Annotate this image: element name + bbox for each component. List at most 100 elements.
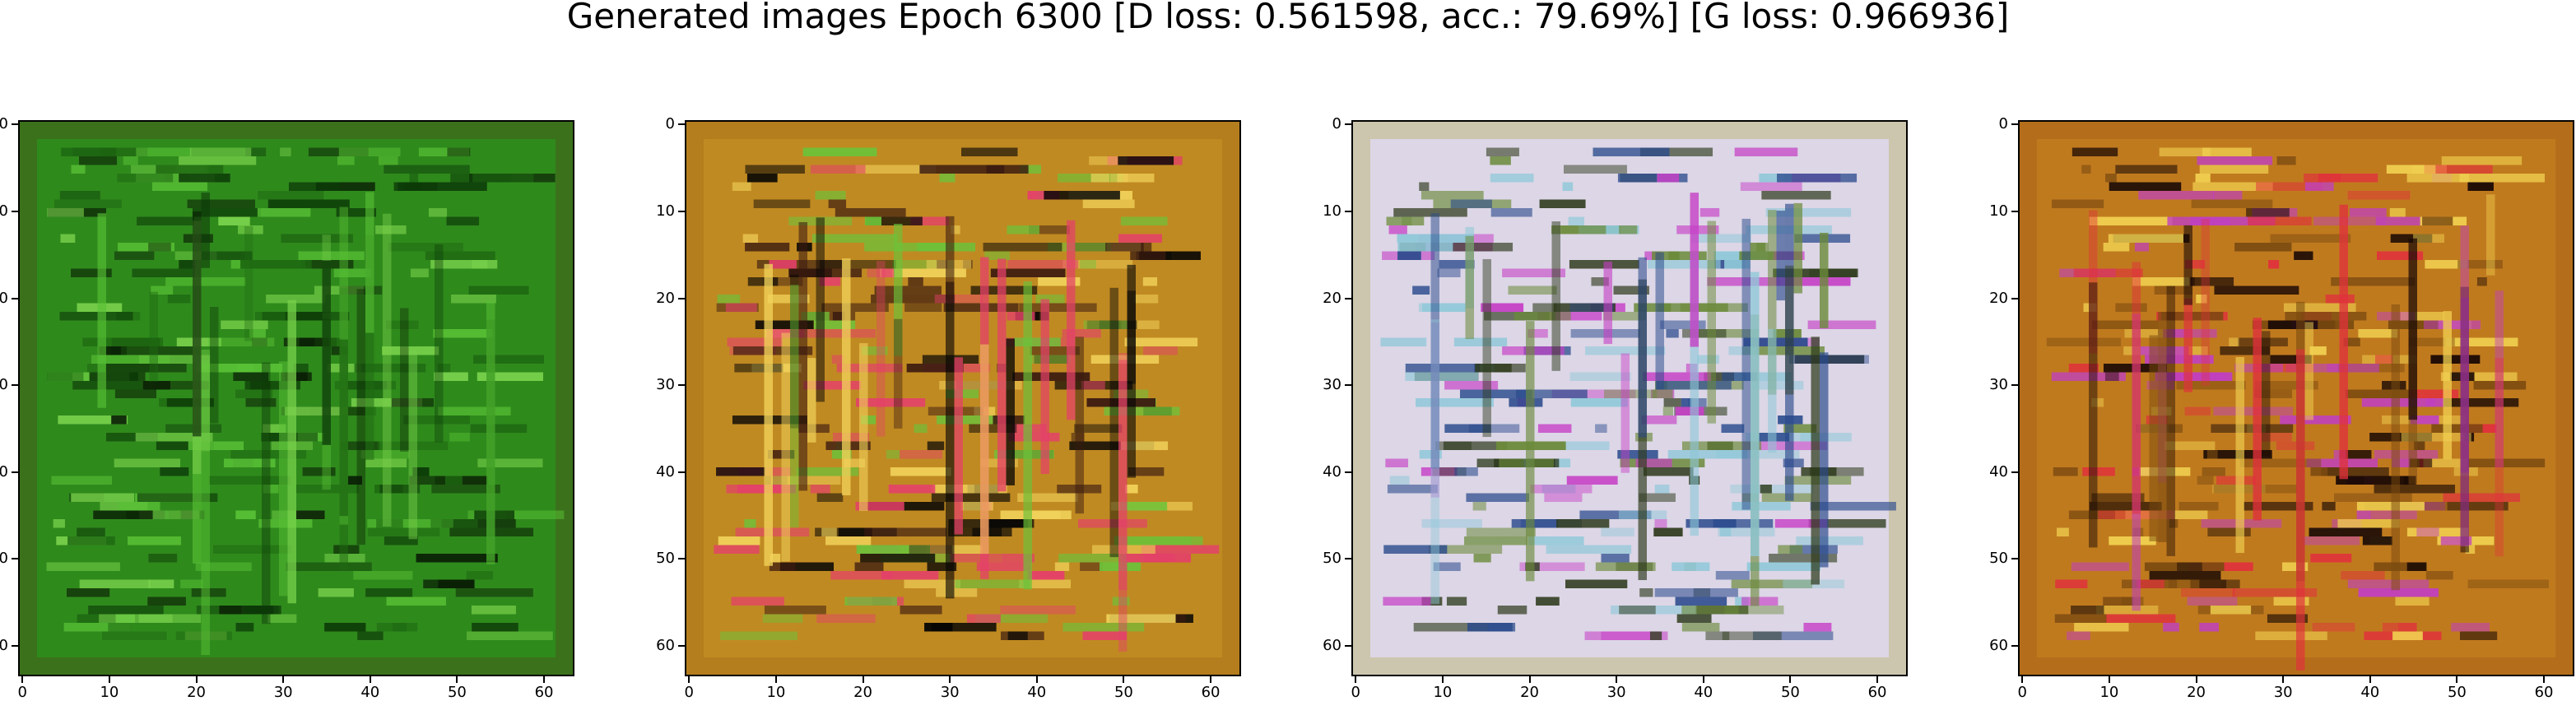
x-tick-label: 50 bbox=[1780, 684, 1800, 701]
y-tick-label: 50 bbox=[1989, 550, 2008, 568]
x-tick-label: 40 bbox=[360, 684, 380, 701]
y-tick-mark bbox=[12, 123, 18, 126]
y-tick-label: 30 bbox=[1989, 376, 2008, 394]
image-panel-1: 0 0 10 10 20 20 30 30 40 40 50 50 60 60 bbox=[0, 116, 574, 701]
y-tick-mark bbox=[2011, 210, 2018, 212]
y-tick-label: 60 bbox=[656, 637, 675, 655]
y-tick-mark bbox=[678, 471, 685, 473]
y-tick-label: 60 bbox=[0, 637, 8, 655]
x-tick-label: 20 bbox=[2187, 684, 2206, 701]
x-tick-label: 60 bbox=[1201, 684, 1221, 701]
image-canvas-3 bbox=[1353, 122, 1906, 675]
y-tick-label: 60 bbox=[1323, 637, 1341, 655]
y-tick-label: 10 bbox=[656, 202, 675, 220]
x-tick-mark bbox=[774, 676, 777, 683]
x-tick-mark bbox=[1355, 676, 1357, 683]
y-tick-label: 40 bbox=[1323, 462, 1341, 480]
x-tick-label: 30 bbox=[2273, 684, 2293, 701]
x-tick-mark bbox=[2108, 676, 2110, 683]
x-tick-label: 30 bbox=[273, 684, 293, 701]
x-tick-mark bbox=[2282, 676, 2285, 683]
x-tick-mark bbox=[108, 676, 110, 683]
x-tick-label: 40 bbox=[1027, 684, 1047, 701]
y-tick-label: 30 bbox=[1323, 376, 1341, 394]
x-tick-label: 0 bbox=[1351, 684, 1360, 701]
generated-image-4 bbox=[2018, 120, 2574, 676]
x-tick-label: 50 bbox=[1114, 684, 1133, 701]
x-tick-label: 10 bbox=[100, 684, 119, 701]
y-tick-label: 10 bbox=[1989, 202, 2008, 220]
y-tick-mark bbox=[12, 558, 18, 560]
y-tick-mark bbox=[678, 210, 685, 212]
y-tick-mark bbox=[2011, 558, 2018, 560]
x-tick-label: 20 bbox=[187, 684, 206, 701]
x-tick-label: 40 bbox=[1694, 684, 1713, 701]
x-tick-mark bbox=[2456, 676, 2458, 683]
y-tick-label: 30 bbox=[656, 376, 675, 394]
y-tick-mark bbox=[12, 297, 18, 299]
y-tick-label: 60 bbox=[1989, 637, 2008, 655]
generated-image-3 bbox=[1351, 120, 1908, 676]
x-tick-mark bbox=[1876, 676, 1879, 683]
x-tick-label: 20 bbox=[1520, 684, 1539, 701]
y-tick-label: 0 bbox=[1332, 115, 1341, 133]
y-tick-mark bbox=[2011, 297, 2018, 299]
y-tick-label: 50 bbox=[0, 550, 8, 568]
y-tick-mark bbox=[678, 558, 685, 560]
y-tick-mark bbox=[678, 645, 685, 648]
x-tick-mark bbox=[369, 676, 371, 683]
y-tick-mark bbox=[12, 210, 18, 212]
y-tick-mark bbox=[2011, 471, 2018, 473]
image-panel-3: 0 0 10 10 20 20 30 30 40 40 50 50 60 60 bbox=[1323, 116, 1908, 701]
y-tick-label: 0 bbox=[0, 115, 8, 133]
y-tick-label: 50 bbox=[1323, 550, 1341, 568]
x-tick-mark bbox=[543, 676, 546, 683]
x-tick-label: 40 bbox=[2360, 684, 2380, 701]
x-tick-mark bbox=[2369, 676, 2371, 683]
image-canvas-2 bbox=[686, 122, 1239, 675]
y-tick-mark bbox=[1345, 297, 1351, 299]
x-tick-label: 10 bbox=[2099, 684, 2119, 701]
image-canvas-1 bbox=[20, 122, 573, 675]
y-tick-label: 50 bbox=[656, 550, 675, 568]
x-tick-mark bbox=[1123, 676, 1125, 683]
y-tick-label: 40 bbox=[656, 462, 675, 480]
y-tick-mark bbox=[1345, 558, 1351, 560]
y-tick-label: 40 bbox=[0, 462, 8, 480]
y-tick-mark bbox=[1345, 645, 1351, 648]
y-tick-mark bbox=[12, 384, 18, 387]
y-tick-label: 10 bbox=[0, 202, 8, 220]
y-tick-label: 30 bbox=[0, 376, 8, 394]
figure-title: Generated images Epoch 6300 [D loss: 0.5… bbox=[566, 0, 2010, 36]
y-tick-label: 20 bbox=[656, 289, 675, 307]
x-tick-mark bbox=[949, 676, 951, 683]
x-tick-label: 60 bbox=[2534, 684, 2554, 701]
x-tick-label: 0 bbox=[17, 684, 27, 701]
x-tick-label: 0 bbox=[684, 684, 694, 701]
y-tick-label: 20 bbox=[1323, 289, 1341, 307]
image-panel-4: 0 0 10 10 20 20 30 30 40 40 50 50 60 60 bbox=[1989, 116, 2574, 701]
x-tick-label: 30 bbox=[940, 684, 960, 701]
y-tick-mark bbox=[2011, 123, 2018, 126]
y-tick-label: 0 bbox=[1998, 115, 2008, 133]
y-tick-label: 20 bbox=[1989, 289, 2008, 307]
y-tick-mark bbox=[12, 645, 18, 648]
image-canvas-4 bbox=[2020, 122, 2573, 675]
x-tick-mark bbox=[21, 676, 24, 683]
y-tick-label: 0 bbox=[665, 115, 675, 133]
x-tick-mark bbox=[2021, 676, 2024, 683]
x-tick-mark bbox=[2195, 676, 2197, 683]
x-tick-mark bbox=[862, 676, 864, 683]
x-tick-mark bbox=[1210, 676, 1212, 683]
x-tick-mark bbox=[1441, 676, 1444, 683]
x-tick-mark bbox=[456, 676, 458, 683]
x-tick-label: 50 bbox=[2447, 684, 2467, 701]
x-tick-label: 0 bbox=[2017, 684, 2027, 701]
y-tick-mark bbox=[678, 297, 685, 299]
y-tick-label: 20 bbox=[0, 289, 8, 307]
y-tick-mark bbox=[2011, 645, 2018, 648]
x-tick-mark bbox=[1528, 676, 1531, 683]
y-tick-mark bbox=[2011, 384, 2018, 387]
y-tick-mark bbox=[1345, 123, 1351, 126]
x-tick-mark bbox=[282, 676, 285, 683]
